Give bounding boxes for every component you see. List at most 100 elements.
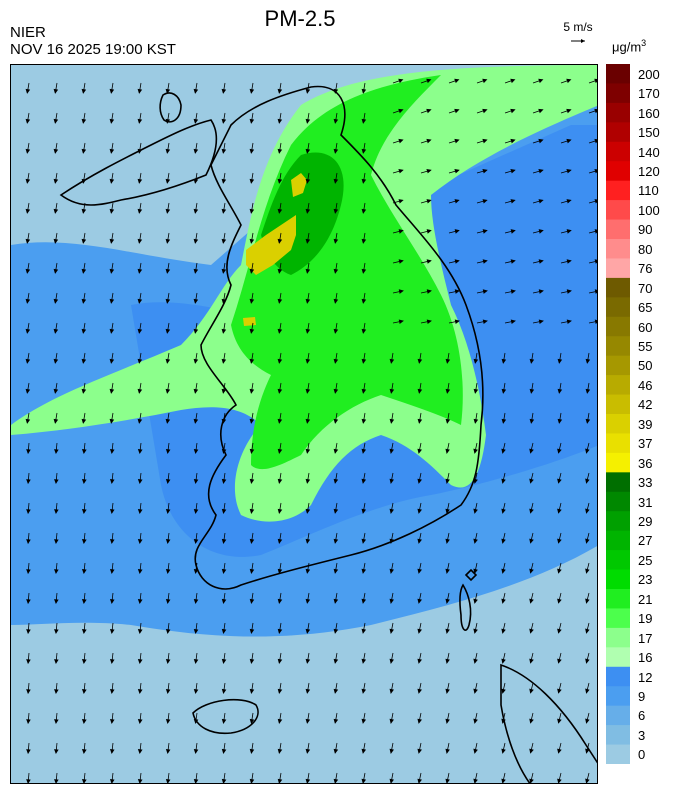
wind-arrow-head xyxy=(26,779,31,783)
wind-arrow-head xyxy=(473,448,478,454)
north-coastline xyxy=(59,119,218,206)
wind-arrow-head xyxy=(26,479,31,485)
wind-arrow-head xyxy=(501,448,506,454)
wind-arrow-head xyxy=(277,778,283,783)
wind-arrow-head xyxy=(109,658,115,665)
wind-arrow-head xyxy=(473,508,478,514)
wind-arrow-head xyxy=(54,749,59,755)
wind-arrow-head xyxy=(333,358,339,364)
colorbar-tick-label: 150 xyxy=(638,125,660,141)
wind-arrow-head xyxy=(473,748,478,754)
wind-arrow-head xyxy=(277,298,283,304)
wind-arrow-head xyxy=(53,418,59,424)
colorbar-swatch xyxy=(606,200,630,221)
wind-arrow-head xyxy=(529,628,534,634)
colorbar-tick-label: 0 xyxy=(638,747,646,763)
wind-arrow-head xyxy=(398,138,404,144)
wind-arrow-head xyxy=(361,448,367,454)
wind-arrow-head xyxy=(165,268,171,274)
wind-arrow-head xyxy=(594,138,597,144)
wind-arrow-head xyxy=(26,629,31,635)
wind-arrow-head xyxy=(221,748,227,755)
wind-arrow-head xyxy=(165,748,171,755)
wind-arrow-head xyxy=(81,388,87,394)
wind-arrow-head xyxy=(193,88,199,94)
wind-arrow-head xyxy=(529,538,534,544)
wind-arrow-head xyxy=(54,689,59,695)
wind-arrow-head xyxy=(249,478,255,485)
wind-arrow-head xyxy=(585,658,590,664)
wind-arrow-head xyxy=(193,658,199,665)
wind-arrow-head xyxy=(557,658,562,664)
colorbar-tick-label: 200 xyxy=(638,66,660,82)
wind-arrow-head xyxy=(333,478,339,484)
colorbar-swatch xyxy=(606,491,630,512)
wind-arrow-head xyxy=(510,259,516,264)
korea-north-lake-outline xyxy=(159,92,182,123)
wind-arrow-head xyxy=(221,388,227,394)
colorbar-tick-label: 170 xyxy=(638,86,660,102)
colorbar-swatch xyxy=(606,433,630,454)
wind-arrow-head xyxy=(25,328,31,334)
wind-arrow-head xyxy=(473,418,479,424)
wind-arrow-head xyxy=(361,778,367,783)
peninsula-coastline xyxy=(194,85,484,590)
wind-arrow-head xyxy=(482,229,488,234)
wind-arrow-head xyxy=(445,658,450,664)
wind-arrow-head xyxy=(501,718,506,724)
wind-arrow-head xyxy=(54,539,59,545)
wind-arrow-head xyxy=(53,388,59,394)
wind-arrow-head xyxy=(445,748,450,754)
ulleung-island xyxy=(464,568,478,582)
wind-arrow-head xyxy=(389,598,394,604)
wind-arrow-head xyxy=(501,688,506,694)
pm25-map[interactable] xyxy=(10,64,598,784)
colorbar-tick-label: 9 xyxy=(638,688,646,704)
wind-arrow-head xyxy=(81,658,87,665)
wind-arrow-head xyxy=(221,568,227,575)
wind-arrow-head xyxy=(445,418,451,424)
wind-arrow-head xyxy=(529,568,534,574)
colorbar-tick-label: 12 xyxy=(638,669,653,685)
wind-arrow-head xyxy=(445,508,450,514)
wind-arrow-head xyxy=(445,358,451,364)
wind-arrow-head xyxy=(249,658,255,665)
wind-arrow-head xyxy=(193,538,199,545)
wind-arrow-head xyxy=(277,88,283,94)
wind-arrow-head xyxy=(165,448,171,455)
wind-arrow-head xyxy=(109,238,115,244)
wind-arrow-head xyxy=(361,178,367,184)
colorbar-swatch xyxy=(606,316,630,337)
colorbar-swatch xyxy=(606,530,630,551)
wind-arrow-head xyxy=(193,328,199,334)
wind-arrow-head xyxy=(54,479,59,485)
wind-arrow-head xyxy=(333,238,339,244)
wind-arrow-head xyxy=(398,259,404,264)
wind-arrow-head xyxy=(81,208,87,214)
wind-arrow-head xyxy=(277,448,283,455)
wind-arrow-head xyxy=(305,238,311,244)
wind-arrow-head xyxy=(585,358,591,364)
colorbar-swatch xyxy=(606,102,630,123)
wind-arrow-head xyxy=(473,658,478,664)
wind-arrow-head xyxy=(445,448,450,454)
wind-arrow-head xyxy=(221,208,227,214)
wind-arrow-head xyxy=(426,168,432,174)
wind-arrow-head xyxy=(137,478,143,485)
wind-arrow-head xyxy=(53,118,59,124)
wind-arrow-head xyxy=(445,388,451,394)
wind-arrow-head xyxy=(426,108,432,114)
wind-arrow-head xyxy=(585,568,590,574)
wind-arrow-head xyxy=(361,718,367,724)
wind-arrow-head xyxy=(473,478,478,484)
wind-arrow-head xyxy=(333,88,339,94)
wind-arrow-head xyxy=(249,628,255,635)
colorbar-tick-label: 29 xyxy=(638,513,653,529)
jeju-island xyxy=(192,698,259,735)
wind-arrow-head xyxy=(361,598,367,604)
colorbar-tick-label: 37 xyxy=(638,436,653,452)
wind-arrow-head xyxy=(109,268,115,274)
wind-arrow-head xyxy=(482,289,488,294)
wind-arrow-head xyxy=(417,508,422,514)
wind-arrow-head xyxy=(81,478,87,485)
